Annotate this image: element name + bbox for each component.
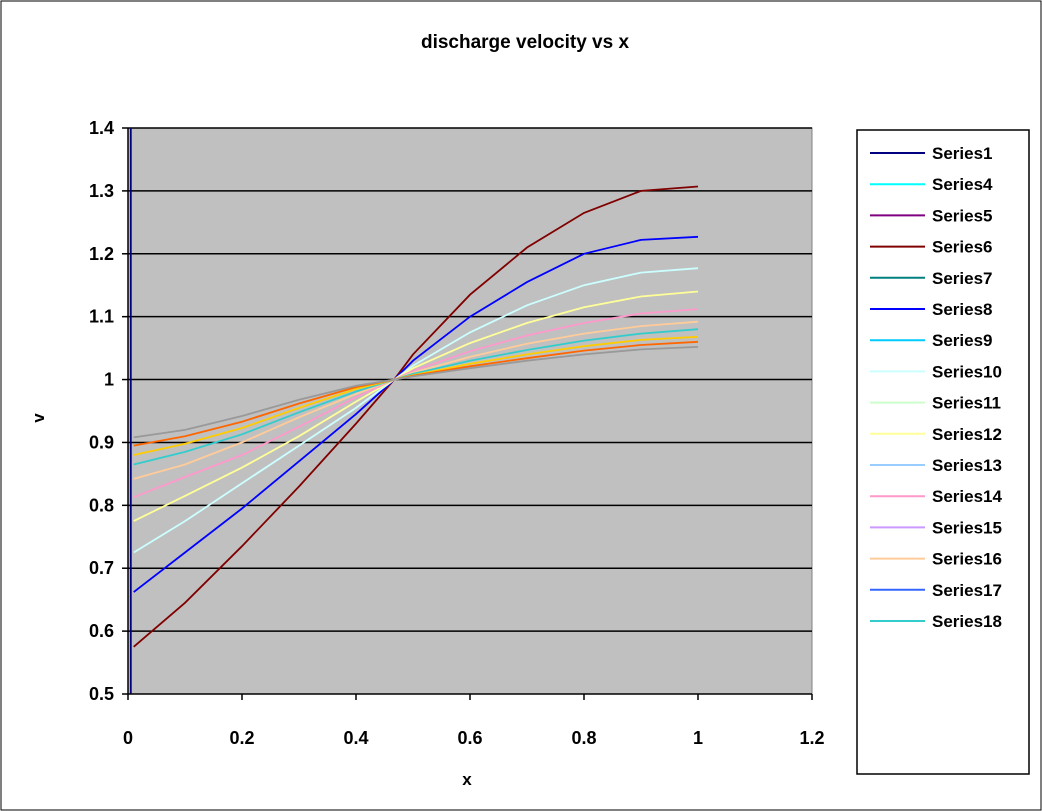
legend-label: Series17	[932, 581, 1002, 600]
legend-label: Series16	[932, 550, 1002, 569]
x-tick-label: 0.8	[571, 728, 596, 748]
x-tick-label: 0.4	[343, 728, 368, 748]
y-tick-label: 0.7	[89, 558, 114, 578]
legend-label: Series11	[932, 394, 1001, 413]
y-axis-title: v	[29, 413, 48, 423]
legend: Series1 Series4 Series5 Series6 Series7 Serie…	[856, 129, 1030, 775]
axes	[122, 127, 813, 700]
tick-labels: 0.5 0.6 0.7 0.8 0.9 1 1.1 1.2 1.3 1.4 0 0.2 0.4 0.6 0.…	[89, 118, 825, 748]
y-tick-label: 1.4	[89, 118, 114, 138]
legend-label: Series4	[932, 175, 993, 194]
legend-label: Series9	[932, 331, 993, 350]
x-axis-title: x	[462, 770, 472, 789]
x-tick-label: 1	[693, 728, 703, 748]
legend-box	[856, 129, 1030, 775]
x-tick-label: 0	[123, 728, 133, 748]
legend-label: Series8	[932, 300, 993, 319]
y-tick-label: 1.2	[89, 244, 114, 264]
legend-label: Series12	[932, 425, 1002, 444]
legend-label: Series13	[932, 456, 1002, 475]
plot-area	[127, 127, 813, 695]
y-tick-label: 0.6	[89, 621, 114, 641]
y-tick-label: 1.3	[89, 181, 114, 201]
y-tick-label: 0.9	[89, 432, 114, 452]
series-line-3	[133, 185, 699, 648]
x-tick-label: 1.2	[799, 728, 824, 748]
y-tick-label: 0.5	[89, 684, 114, 704]
legend-label: Series10	[932, 362, 1002, 381]
series-lines	[129, 128, 699, 694]
legend-label: Series6	[932, 238, 993, 257]
y-tick-label: 1	[104, 370, 114, 390]
legend-label: Series1	[932, 144, 993, 163]
y-tick-label: 1.1	[89, 307, 114, 327]
legend-label: Series15	[932, 518, 1002, 537]
series-line-9	[133, 290, 699, 522]
legend-label: Series7	[932, 269, 993, 288]
series-line-7	[133, 267, 699, 554]
legend-label: Series18	[932, 612, 1002, 631]
y-tick-label: 0.8	[89, 495, 114, 515]
legend-label: Series5	[932, 206, 993, 225]
series-line-18	[133, 346, 699, 439]
series-line-5	[133, 235, 699, 593]
x-tick-label: 0.6	[457, 728, 482, 748]
chart-title: discharge velocity vs x	[421, 32, 629, 53]
legend-label: Series14	[932, 487, 1002, 506]
x-tick-label: 0.2	[229, 728, 254, 748]
